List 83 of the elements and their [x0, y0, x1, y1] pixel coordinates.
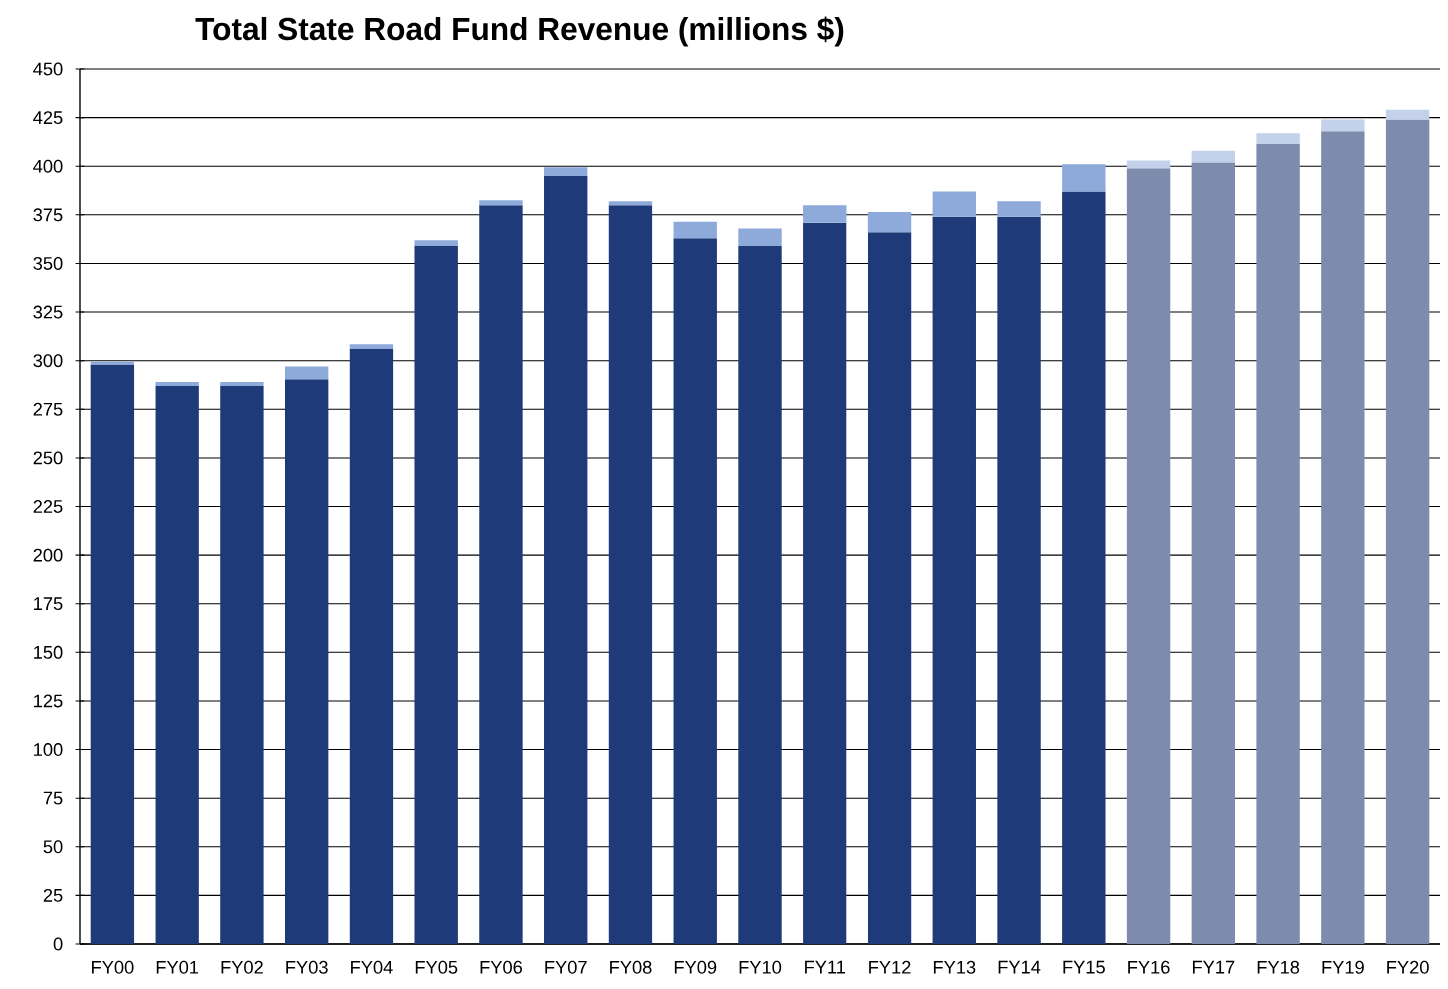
x-tick-label: FY13 — [933, 960, 976, 974]
y-tick-label: 375 — [33, 208, 63, 222]
bar — [414, 240, 458, 246]
bar — [220, 382, 264, 386]
bar — [738, 228, 782, 246]
x-tick-label: FY03 — [286, 960, 328, 974]
y-tick-label: 300 — [33, 354, 63, 368]
bar — [1191, 162, 1236, 944]
chart-title: Total State Road Fund Revenue (millions $) — [195, 16, 844, 47]
x-tick-label: FY20 — [1387, 960, 1429, 974]
bar — [349, 344, 394, 350]
bar — [1062, 191, 1106, 944]
x-tick-label: FY17 — [1192, 960, 1235, 974]
y-tick-label: 75 — [43, 791, 63, 805]
bar — [608, 205, 653, 944]
x-tick-label: FY02 — [221, 960, 263, 974]
bar — [90, 361, 135, 365]
y-tick-label: 25 — [43, 888, 63, 902]
bar — [479, 205, 523, 944]
x-tick-label: FY05 — [415, 960, 458, 974]
y-tick-label: 50 — [43, 840, 63, 854]
x-tick-label: FY07 — [545, 960, 587, 974]
bar — [997, 201, 1041, 217]
x-tick-label: FY18 — [1257, 960, 1300, 974]
y-tick-label: 250 — [33, 451, 63, 465]
bar — [349, 349, 394, 944]
bar — [673, 238, 717, 944]
x-tick-label: FY15 — [1063, 960, 1105, 974]
bar — [220, 385, 264, 944]
y-tick-label: 100 — [34, 743, 63, 757]
bar — [1385, 109, 1430, 120]
x-tick-label: FY01 — [156, 960, 199, 974]
y-tick-label: 200 — [33, 548, 63, 562]
bar — [803, 205, 847, 223]
bar — [997, 216, 1041, 944]
bar — [544, 175, 588, 944]
y-tick-label: 225 — [33, 500, 63, 513]
bar — [479, 200, 523, 206]
bar — [544, 167, 588, 176]
x-tick-label: FY09 — [674, 960, 717, 974]
y-tick-label: 425 — [33, 111, 63, 125]
bar — [414, 245, 458, 944]
x-tick-label: FY16 — [1128, 960, 1170, 974]
x-tick-label: FY12 — [869, 960, 911, 974]
bar — [673, 221, 717, 239]
x-tick-label: FY04 — [351, 960, 393, 974]
bar — [90, 364, 135, 944]
bar — [738, 245, 782, 944]
y-tick-label: 125 — [34, 694, 63, 708]
x-tick-label: FY08 — [610, 960, 652, 974]
y-tick-label: 450 — [33, 62, 63, 76]
x-tick-label: FY06 — [480, 960, 522, 974]
x-tick-label: FY10 — [739, 960, 782, 974]
bar — [608, 201, 653, 206]
bar — [1062, 164, 1106, 192]
y-tick-label: 400 — [33, 159, 63, 173]
bar — [867, 211, 912, 233]
bar — [932, 191, 976, 217]
x-tick-label: FY00 — [92, 960, 134, 974]
y-tick-label: 150 — [34, 645, 63, 659]
bar — [1126, 160, 1171, 169]
bar — [155, 385, 199, 944]
bar — [284, 379, 329, 944]
x-tick-label: FY14 — [998, 960, 1041, 974]
bar — [1256, 143, 1300, 944]
bar — [867, 232, 912, 944]
x-tick-label: FY11 — [805, 960, 846, 974]
x-tick-label: FY19 — [1322, 960, 1364, 974]
bar — [1321, 119, 1365, 132]
bar — [932, 216, 976, 944]
y-tick-label: 275 — [33, 402, 63, 416]
y-tick-label: 175 — [34, 597, 63, 611]
y-tick-label: 350 — [33, 256, 63, 270]
bar — [1321, 131, 1365, 944]
y-tick-label: 325 — [33, 305, 63, 319]
bar — [1256, 133, 1300, 144]
bar — [803, 222, 847, 944]
bar — [1385, 119, 1430, 944]
bar — [1191, 150, 1236, 163]
y-tick-label: 0 — [53, 937, 63, 951]
bar — [155, 382, 199, 386]
bar — [1126, 168, 1171, 944]
bar — [284, 366, 329, 380]
